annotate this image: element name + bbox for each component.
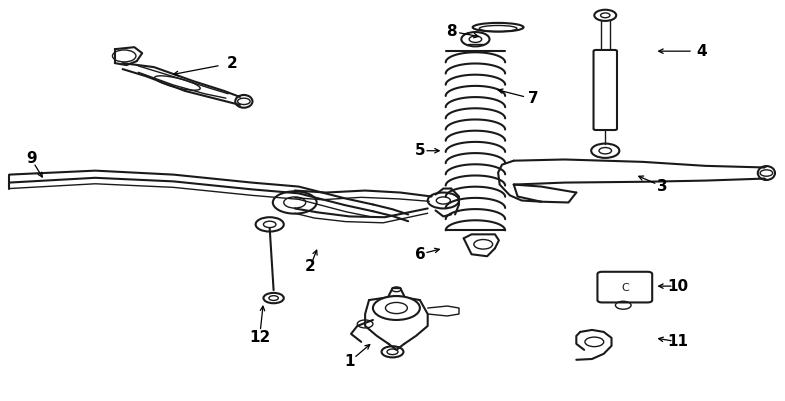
Text: 11: 11 (667, 334, 688, 349)
Text: 7: 7 (528, 91, 539, 106)
Text: C: C (622, 283, 630, 293)
Text: 2: 2 (227, 56, 238, 71)
Text: 8: 8 (446, 24, 457, 39)
Text: 3: 3 (657, 179, 668, 194)
Text: 1: 1 (345, 354, 355, 369)
FancyBboxPatch shape (593, 50, 617, 130)
FancyBboxPatch shape (597, 272, 652, 302)
Text: 6: 6 (414, 247, 425, 262)
Text: 4: 4 (696, 44, 706, 59)
Text: 5: 5 (414, 143, 425, 158)
Text: 10: 10 (667, 279, 688, 294)
Circle shape (373, 296, 420, 320)
Text: 2: 2 (305, 259, 316, 274)
Text: 9: 9 (26, 151, 36, 166)
Text: 12: 12 (249, 330, 270, 345)
